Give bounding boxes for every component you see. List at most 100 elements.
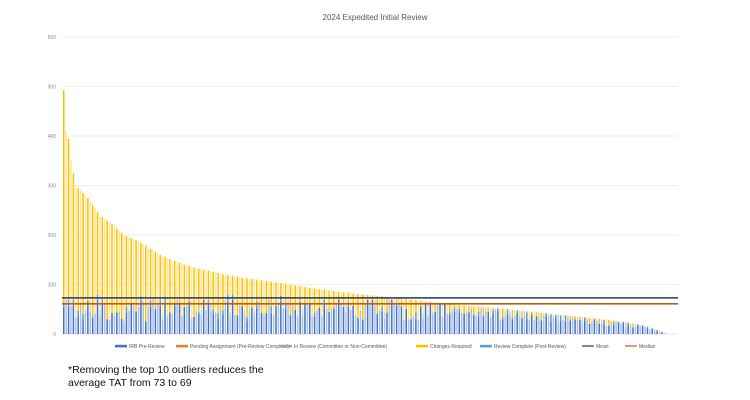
bar-segment-changes-required — [258, 279, 260, 301]
bar-segment-irb-pre-review — [555, 318, 557, 334]
bar-segment-irb-pre-review — [473, 315, 475, 334]
bar-segment-review-complete — [504, 312, 506, 317]
bar — [557, 314, 559, 334]
bar-segment-changes-required — [337, 291, 340, 300]
bar-segment-irb-pre-review — [301, 315, 304, 334]
bar-segment-changes-required — [644, 325, 646, 327]
bar-segment-changes-required — [559, 314, 562, 316]
bar-segment-changes-required — [217, 273, 219, 314]
bar-segment-changes-required — [159, 254, 161, 300]
bar — [67, 138, 70, 334]
bar — [400, 298, 403, 334]
bar-segment-review-complete — [634, 323, 637, 328]
bar-segment-review-complete — [637, 324, 639, 326]
bar-segment-irb-pre-review — [154, 308, 157, 334]
bar-segment-irb-pre-review — [132, 306, 135, 334]
bar — [583, 317, 586, 334]
bar — [475, 306, 477, 334]
bar — [605, 319, 608, 334]
bar-segment-irb-pre-review — [632, 327, 634, 334]
bar — [422, 301, 424, 334]
bar — [608, 319, 610, 334]
bar-segment-irb-pre-review — [280, 301, 282, 334]
bar-segment-review-complete — [248, 306, 251, 312]
bar-segment-irb-pre-review — [598, 323, 600, 334]
bar-segment-changes-required — [427, 301, 429, 316]
bar-segment-changes-required — [509, 309, 511, 312]
bar-segment-irb-pre-review — [415, 319, 417, 334]
bar-segment-changes-required — [542, 312, 545, 315]
bar — [260, 280, 263, 334]
bar-segment-changes-required — [313, 288, 316, 313]
bar — [157, 253, 159, 334]
bar-segment-irb-pre-review — [106, 319, 108, 334]
bar-segment-review-complete — [101, 299, 104, 304]
bar-segment-changes-required — [128, 236, 130, 311]
bar-segment-changes-required — [612, 320, 615, 323]
bar-segment-irb-pre-review — [359, 310, 362, 334]
bar — [347, 292, 350, 334]
bar — [514, 309, 516, 334]
bar-segment-irb-pre-review — [453, 311, 456, 334]
bar-segment-review-complete — [246, 317, 248, 321]
bar — [193, 267, 195, 334]
y-tick-label: 100 — [48, 282, 57, 288]
bar — [217, 273, 219, 334]
bar-segment-irb-pre-review — [354, 315, 357, 334]
y-axis-ticks: 0 100 200 300 400 500 600 — [48, 35, 57, 338]
bar-segment-changes-required — [99, 215, 101, 311]
bar — [239, 277, 241, 334]
bar — [202, 269, 205, 334]
bar-segment-irb-pre-review — [159, 306, 161, 334]
bar-segment-irb-pre-review — [120, 318, 123, 334]
bar-segment-changes-required — [352, 293, 354, 306]
bar-segment-irb-pre-review — [465, 312, 468, 334]
bar-segment-irb-pre-review — [504, 316, 506, 334]
bar-segment-irb-pre-review — [104, 302, 106, 334]
bar-segment-changes-required — [280, 283, 282, 296]
bar-segment-changes-required — [357, 293, 359, 319]
bar-segment-changes-required — [608, 319, 610, 326]
bar-segment-irb-pre-review — [313, 316, 316, 334]
bar — [509, 309, 511, 334]
bar-segment-changes-required — [239, 277, 241, 306]
bar-segment-changes-required — [591, 317, 593, 322]
bar-segment-review-complete — [497, 308, 499, 312]
bar-segment-changes-required — [605, 319, 608, 326]
bar-segment-irb-pre-review — [615, 322, 617, 334]
bar-segment-changes-required — [270, 281, 272, 307]
bar — [91, 204, 94, 334]
bar — [108, 222, 111, 334]
bar-segment-irb-pre-review — [294, 309, 297, 334]
bar-segment-irb-pre-review — [89, 312, 92, 334]
bar-segment-review-complete — [82, 313, 84, 320]
bar — [552, 313, 555, 334]
bar-segment-review-complete — [422, 313, 424, 319]
bar-segment-irb-pre-review — [480, 309, 482, 334]
bar-segment-changes-required — [224, 274, 227, 301]
bar — [99, 215, 101, 334]
bar-segment-irb-pre-review — [446, 313, 449, 334]
bar — [407, 299, 410, 334]
bar — [429, 301, 432, 334]
bar-segment-review-complete — [453, 307, 456, 312]
bar-segment-irb-pre-review — [386, 312, 388, 334]
bar — [342, 292, 345, 334]
bar — [485, 307, 487, 334]
bar — [316, 288, 318, 334]
bar-segment-changes-required — [456, 304, 458, 310]
bar-segment-changes-required — [588, 317, 591, 324]
bar-segment-review-complete — [576, 317, 579, 320]
bar-segment-changes-required — [422, 301, 424, 314]
bar-segment-changes-required — [135, 239, 137, 312]
bar — [263, 280, 265, 334]
bar-segment-changes-required — [140, 242, 142, 297]
bar — [641, 325, 644, 334]
bar-segment-irb-pre-review — [140, 300, 142, 334]
bar — [579, 316, 581, 334]
bar-segment-irb-pre-review — [118, 312, 120, 334]
bar-segment-changes-required — [178, 262, 181, 303]
bars — [63, 89, 666, 334]
bar-segment-irb-pre-review — [311, 316, 313, 334]
legend: IRB Pre-Review Pending Assignment (Pre-Re… — [115, 344, 656, 350]
